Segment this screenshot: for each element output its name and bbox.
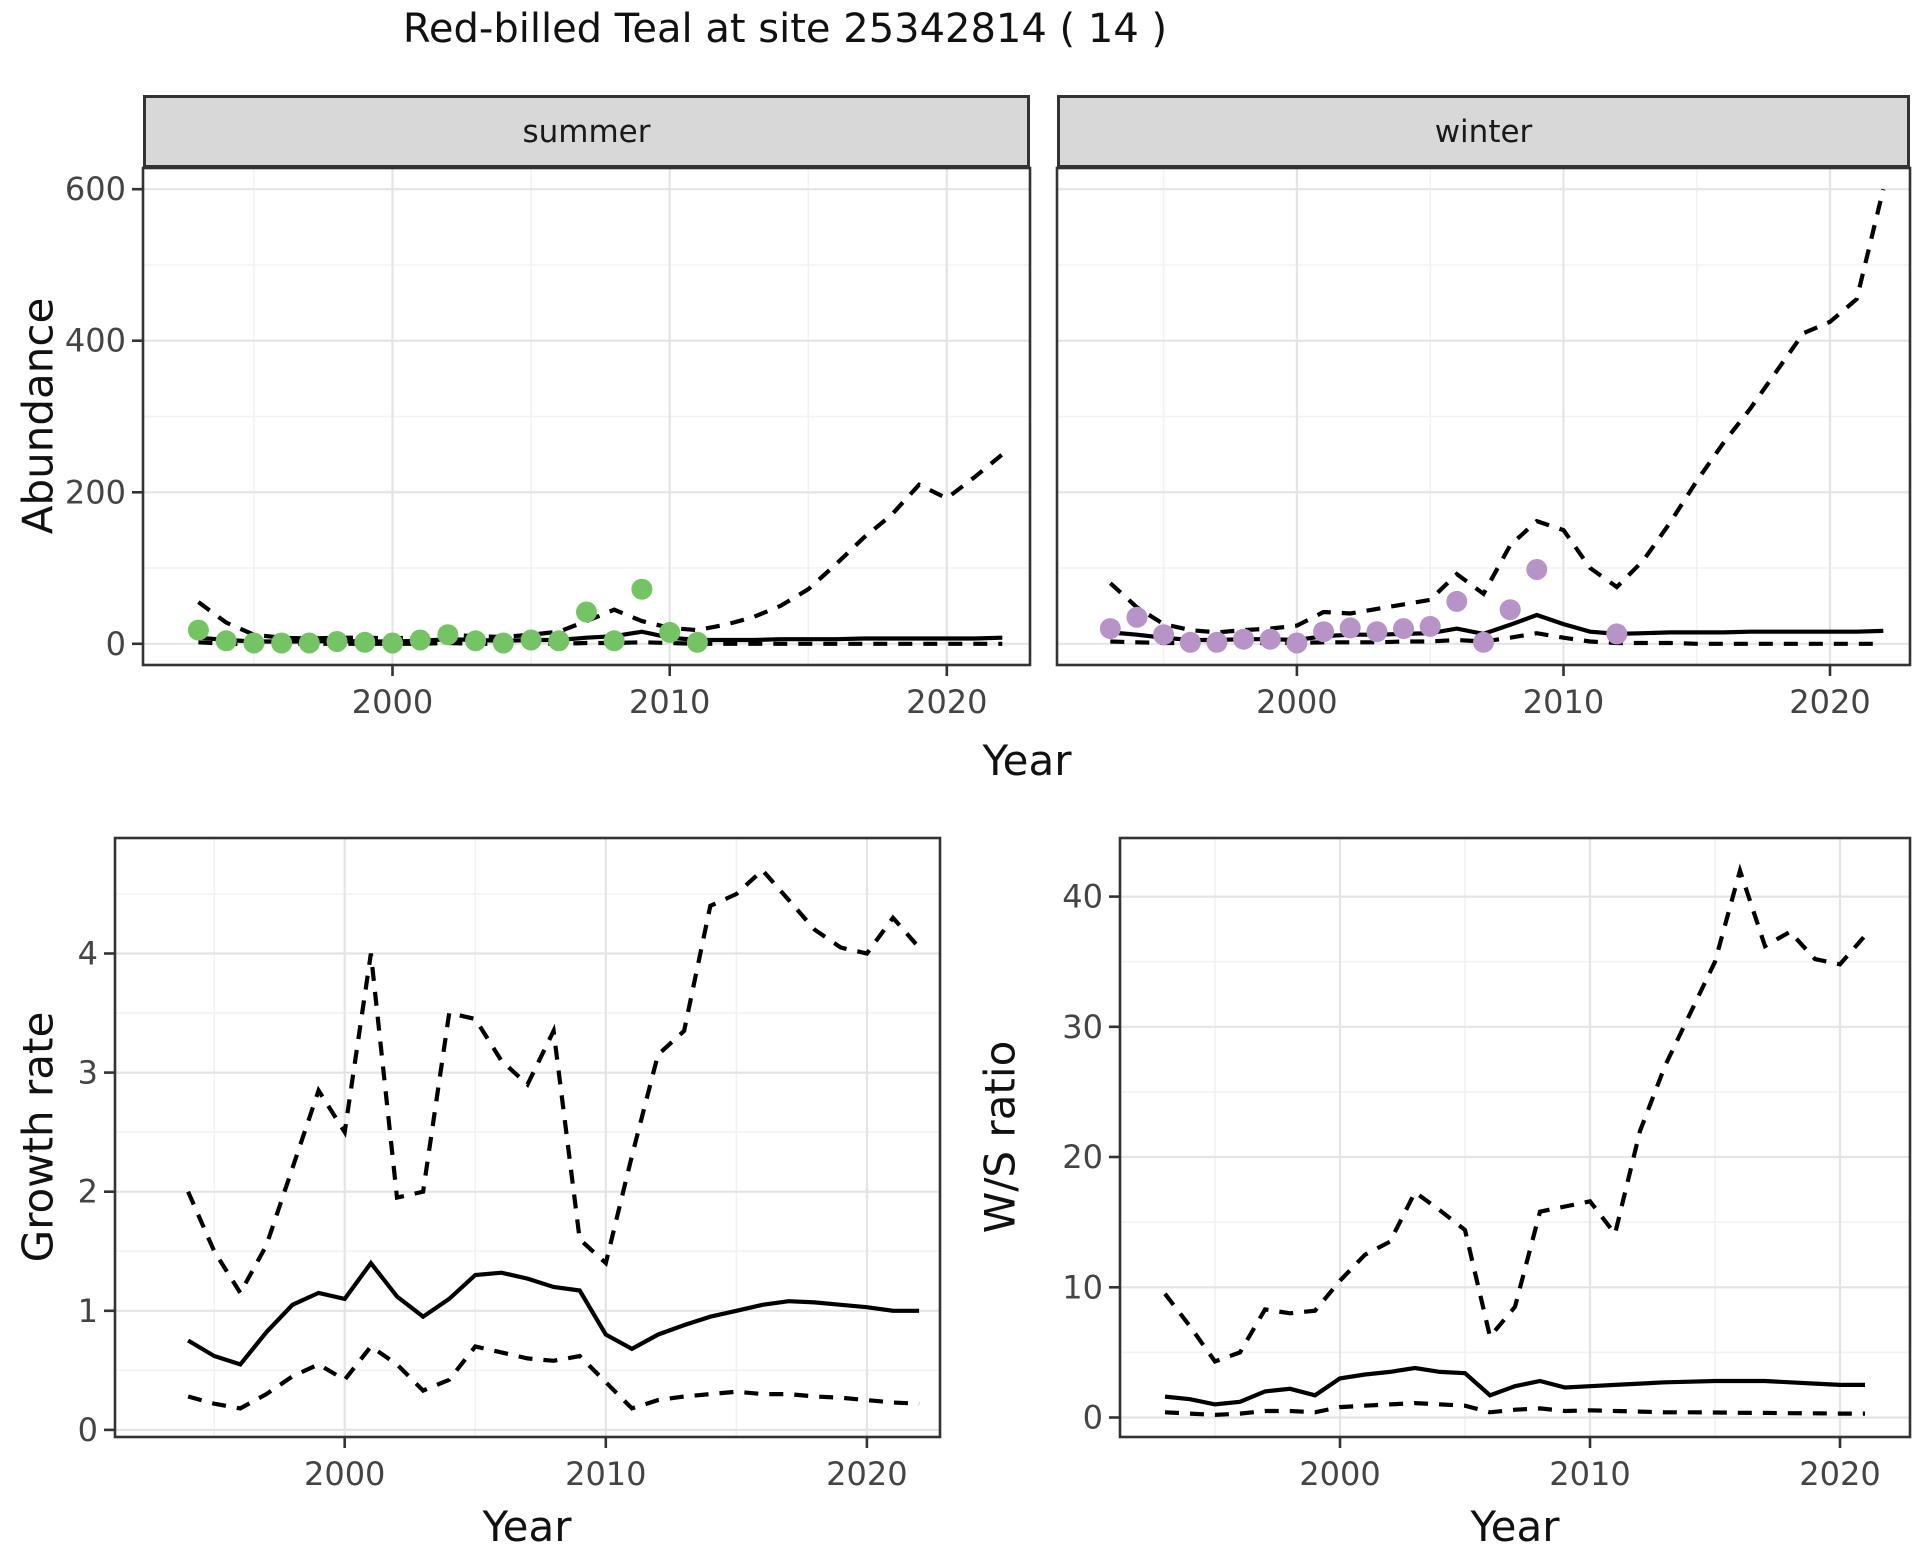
panel-growth-rate: 2000 2010 2020 0 1 2 3 4 xyxy=(78,836,942,1493)
y-tick-label: 200 xyxy=(65,473,126,511)
series-mean xyxy=(1164,1365,1865,1407)
growth-rate-axis-title: Growth rate xyxy=(13,1011,63,1263)
y-tick-label: 10 xyxy=(1062,1268,1103,1306)
y-tick-label: 2 xyxy=(78,1173,98,1211)
bottom-left-year-axis-title: Year xyxy=(482,1502,572,1551)
abundance-axis-title: Abundance xyxy=(13,297,63,535)
series-observed-counts xyxy=(1099,559,1628,654)
bottom-right-year-axis-title: Year xyxy=(1470,1502,1560,1551)
y-tick-label: 40 xyxy=(1062,878,1103,916)
y-tick-label: 4 xyxy=(78,935,98,973)
series-upper-ci xyxy=(1163,863,1867,1365)
y-tick-label: 400 xyxy=(65,322,126,360)
x-tick-label: 2010 xyxy=(1523,683,1604,721)
x-tick-label: 2000 xyxy=(1299,1455,1380,1493)
y-tick-label: 0 xyxy=(1083,1399,1103,1437)
panel-winter-abundance: 2000 2010 2020 xyxy=(1055,166,1912,721)
series-lower-ci xyxy=(187,1343,920,1411)
x-tick-label: 2000 xyxy=(304,1455,385,1493)
y-tick-label: 0 xyxy=(78,1411,98,1449)
y-tick-label: 3 xyxy=(78,1054,98,1092)
x-tick-label: 2010 xyxy=(629,683,710,721)
y-tick-label: 1 xyxy=(78,1292,98,1330)
x-tick-label: 2000 xyxy=(352,683,433,721)
x-tick-label: 2020 xyxy=(906,683,987,721)
panel-ws-ratio: 2000 2010 2020 0 10 20 30 40 xyxy=(1062,836,1912,1493)
y-tick-label: 20 xyxy=(1062,1138,1103,1176)
y-tick-label: 0 xyxy=(106,625,126,663)
y-tick-label: 600 xyxy=(65,170,126,208)
x-tick-label: 2020 xyxy=(826,1455,907,1493)
series-upper-ci xyxy=(186,867,921,1298)
top-year-axis-title: Year xyxy=(982,736,1072,785)
panel-summer-abundance: 2000 2010 2020 0 200 400 600 xyxy=(65,166,1032,721)
series-mean xyxy=(187,1259,920,1367)
chart-title: Red-billed Teal at site 25342814 ( 14 ) xyxy=(402,6,1168,52)
x-tick-label: 2010 xyxy=(1549,1455,1630,1493)
facet-strip-label-winter: winter xyxy=(1434,113,1533,150)
facet-strip-winter: winter xyxy=(1057,95,1910,168)
facet-strip-summer: summer xyxy=(143,95,1030,168)
x-tick-label: 2010 xyxy=(565,1455,646,1493)
series-lower-ci xyxy=(1164,1400,1865,1418)
x-tick-label: 2000 xyxy=(1256,683,1337,721)
series-upper-ci xyxy=(1108,188,1886,635)
x-tick-label: 2020 xyxy=(1799,1455,1880,1493)
series-observed-counts xyxy=(187,578,708,654)
y-tick-label: 30 xyxy=(1062,1008,1103,1046)
facet-strip-label-summer: summer xyxy=(522,113,651,150)
x-tick-label: 2020 xyxy=(1789,683,1870,721)
ws-ratio-axis-title: W/S ratio xyxy=(975,1040,1025,1234)
